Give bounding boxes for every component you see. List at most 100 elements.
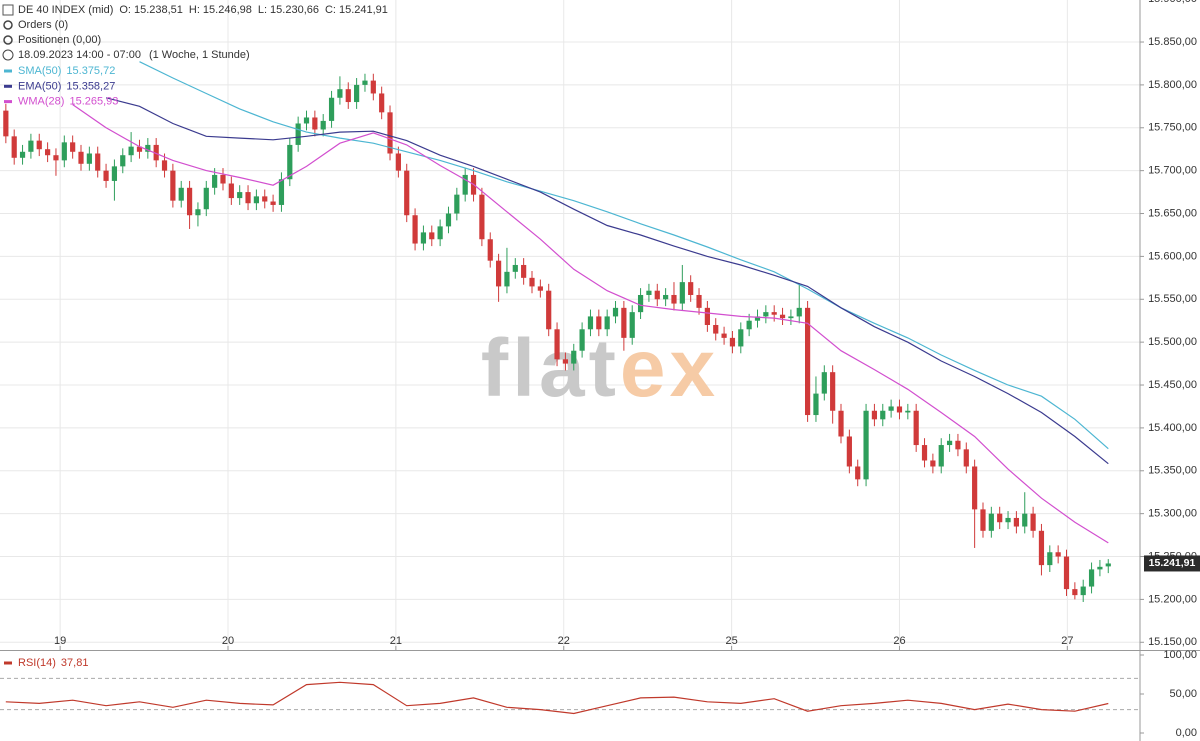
candle-body [771, 312, 777, 315]
grid [0, 0, 1140, 650]
candle-body [788, 316, 794, 319]
candle-body [11, 136, 17, 158]
candle-body [136, 146, 143, 152]
y-tick-label: 15.200,00 [1148, 593, 1197, 605]
candle-body [153, 144, 159, 161]
candle-body [1080, 586, 1086, 596]
candle-body [1038, 530, 1045, 566]
candle-body [404, 170, 410, 216]
candle-body [646, 290, 652, 295]
candle-body [328, 97, 335, 121]
candle-body [1022, 513, 1028, 527]
candle-body [78, 151, 84, 164]
candle-body [921, 445, 928, 461]
header: DE 40 INDEX (mid) O: 15.238,51 H: 15.246,98 L… [2, 4, 388, 61]
candle-body [362, 80, 368, 85]
x-tick-label: 19 [54, 635, 66, 647]
legend-name: EMA(50) [18, 80, 61, 92]
candle-body [913, 410, 919, 446]
candle-body [855, 466, 861, 480]
y-tick-label: 15.650,00 [1148, 207, 1197, 219]
candle-body [571, 350, 577, 364]
candle-body [612, 307, 619, 317]
x-tick-label: 27 [1061, 635, 1073, 647]
y-tick-label: 15.750,00 [1148, 122, 1197, 134]
candle-body [420, 232, 427, 244]
period-range: 18.09.2023 14:00 - 07:00 [18, 49, 141, 61]
candle-body [1047, 552, 1053, 566]
candle-body [395, 153, 401, 171]
candle-body [445, 213, 452, 227]
candle-body [596, 316, 602, 330]
candle-body [228, 183, 234, 199]
rsi-line [5, 681, 1109, 715]
candle-body [754, 316, 761, 321]
x-tick-label: 20 [222, 635, 234, 647]
positions[interactable]: Positionen (0,00) [18, 34, 101, 46]
candle-body [3, 110, 9, 137]
candle-body [454, 194, 460, 214]
candle-body [145, 144, 151, 152]
candle-body [1030, 513, 1036, 531]
candle-body [621, 307, 627, 338]
orders[interactable]: Orders (0) [18, 19, 68, 31]
ohlc-value: 15.230,66 [270, 4, 319, 16]
candle-body [972, 466, 978, 510]
candle-body [988, 513, 994, 531]
candle-body [796, 307, 802, 317]
candle-body [429, 232, 435, 240]
candle-body [888, 406, 894, 411]
indicator-line [105, 97, 1109, 465]
candle-body [128, 146, 134, 156]
watermark: flatex [481, 323, 719, 414]
legend-entry: WMA(28) 15.265,93 [18, 96, 118, 108]
ohlc-key: H: [189, 4, 200, 16]
candle-body [688, 282, 694, 295]
y-tick-label: 15.350,00 [1148, 465, 1197, 477]
y-tick-label: 50,00 [1169, 688, 1197, 700]
legend-name: SMA(50) [18, 65, 61, 77]
candle-body [95, 153, 101, 171]
legend-value: 15.358,27 [66, 80, 115, 92]
candle-body [813, 393, 819, 416]
ohlc-key: L: [258, 4, 267, 16]
candle-body [462, 174, 468, 195]
candle-body [746, 320, 752, 330]
instrument-name: DE 40 INDEX (mid) [18, 4, 113, 16]
candle-body [120, 155, 126, 167]
candle-body [663, 294, 669, 300]
period: 18.09.2023 14:00 - 07:00 (1 Woche, 1 Stun… [18, 49, 250, 61]
instrument: DE 40 INDEX (mid) O: 15.238,51 H: 15.246,98 L… [18, 4, 388, 16]
candle-body [320, 120, 326, 130]
candle-body [946, 440, 953, 446]
candle-body [679, 282, 685, 304]
legend-name: WMA(28) [18, 96, 64, 108]
candle-body [245, 192, 251, 204]
legend-entry: SMA(50) 15.375,72 [18, 65, 115, 77]
y-tick-label: 100,00 [1163, 649, 1197, 661]
y-tick-label: 0,00 [1176, 727, 1197, 739]
legend-name: RSI(14) [18, 657, 56, 669]
candle-body [963, 449, 969, 467]
candle-body [654, 290, 660, 300]
candle-body [70, 142, 76, 152]
candle-body [379, 93, 385, 113]
candle-body [955, 440, 961, 450]
candle-body [905, 410, 911, 413]
y-tick-label: 15.500,00 [1148, 336, 1197, 348]
plot-area [0, 41, 1144, 734]
candle-body [186, 187, 193, 216]
candle-body [604, 316, 610, 330]
candle-body [779, 314, 786, 319]
y-tick-label: 15.700,00 [1148, 165, 1197, 177]
watermark-part: flat [481, 323, 620, 414]
candle-body [930, 460, 936, 467]
candle-body [220, 174, 226, 184]
candle-body [178, 187, 184, 201]
last-price-tag [1144, 555, 1200, 572]
candle-body [1088, 569, 1095, 587]
candle-body [19, 151, 26, 158]
orders-icon [3, 20, 13, 30]
candle-body [195, 209, 201, 216]
